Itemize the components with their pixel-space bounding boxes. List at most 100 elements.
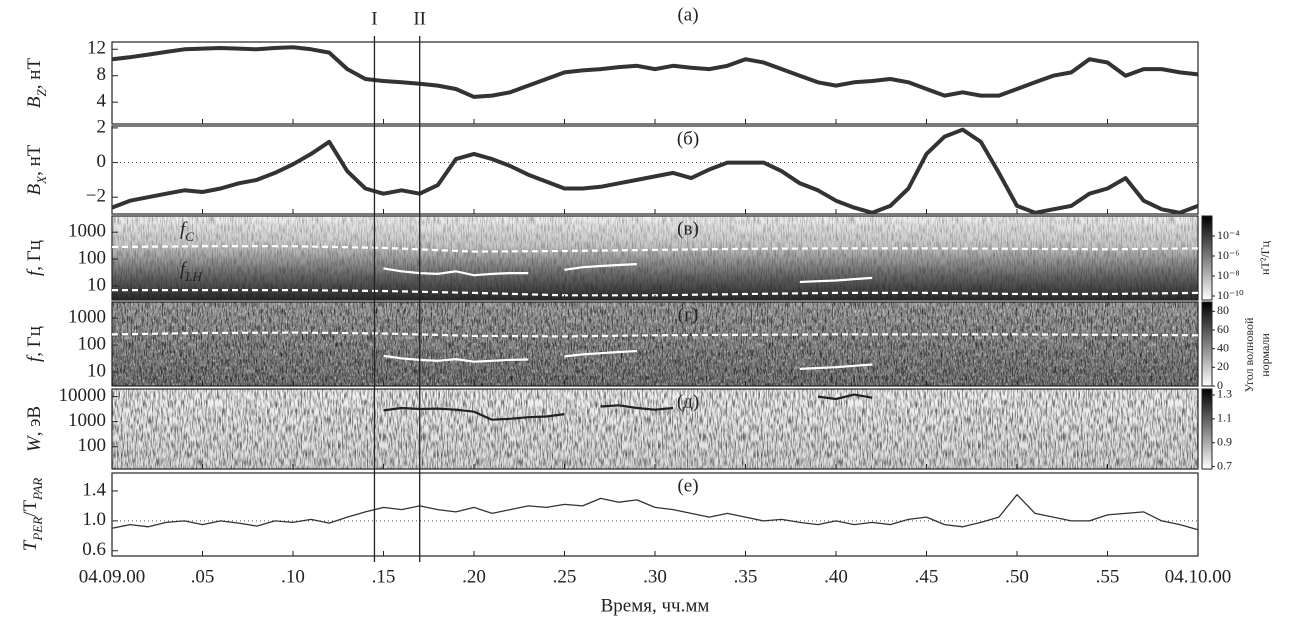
- event-marker-label: II: [413, 8, 426, 29]
- panel-label: (б): [677, 128, 699, 149]
- y-tick-label: 1000: [68, 221, 106, 242]
- panel-frame: [111, 125, 1199, 215]
- y-axis-label-part: PAR: [30, 478, 45, 501]
- annotation-part: f: [180, 219, 188, 240]
- x-tick-label: .25: [553, 566, 577, 587]
- x-tick-label: .40: [824, 566, 848, 587]
- colorbar: [1201, 388, 1213, 470]
- colorbar-tick-label: 0.7: [1217, 458, 1232, 472]
- y-axis-label-part: /T: [20, 500, 41, 517]
- y-tick-label: 0.6: [82, 539, 106, 560]
- colorbar-tick-label: 10⁻⁸: [1217, 268, 1240, 282]
- y-axis-label: f, Гц: [24, 326, 45, 362]
- colorbar-tick-label: 40: [1217, 340, 1229, 354]
- data-line: [111, 245, 1199, 253]
- panel-label: (a): [677, 4, 698, 25]
- colorbar-tick-label: 1.1: [1217, 411, 1232, 425]
- y-axis-label: W, эВ: [24, 406, 45, 452]
- panel-label: (г): [678, 304, 698, 325]
- x-tick-label: .50: [1005, 566, 1029, 587]
- y-tick-label: 10: [87, 274, 106, 295]
- y-axis-label-part: f: [24, 268, 45, 276]
- y-tick-label: 1000: [68, 410, 106, 431]
- annotation: fLH: [180, 259, 203, 284]
- annotation-part: f: [180, 259, 188, 280]
- spectrogram-texture: [112, 216, 1198, 300]
- y-axis-label-part: Z: [34, 88, 49, 96]
- y-axis-label-part: X: [34, 175, 49, 185]
- y-tick-label: 8: [97, 64, 107, 85]
- panel-frame: [111, 472, 1199, 557]
- x-tick-label: .45: [915, 566, 939, 587]
- colorbar-tick-label: 1.3: [1217, 387, 1232, 401]
- y-axis-label-part: B: [24, 96, 45, 108]
- x-tick-label: .35: [734, 566, 758, 587]
- y-axis-label-part: , Гц: [24, 326, 45, 357]
- annotation-part: C: [185, 229, 194, 244]
- colorbar-label: Угол волновой: [1242, 317, 1256, 392]
- x-axis-label: Время, чч.мм: [601, 595, 710, 616]
- colorbar-tick-label: 10⁻⁶: [1217, 248, 1240, 262]
- x-tick-label: 04.10.00: [1165, 566, 1232, 587]
- data-line: [111, 45, 1199, 99]
- colorbar-label: нТ²/Гц: [1258, 240, 1272, 275]
- panel-label: (в): [677, 218, 699, 239]
- y-axis-label-part: , эВ: [24, 406, 45, 436]
- y-tick-label: 10000: [59, 385, 107, 406]
- colorbar-label: нормали: [1258, 333, 1272, 377]
- data-line: [111, 127, 1199, 215]
- y-axis-label: TPER/TPAR: [20, 478, 45, 552]
- colorbar-tick-label: 0.9: [1217, 434, 1232, 448]
- y-axis-label-part: , нТ: [24, 144, 45, 176]
- spectrogram-texture: [112, 302, 1198, 386]
- y-axis-label: BX, нТ: [24, 144, 49, 195]
- x-tick-label: .30: [643, 566, 667, 587]
- colorbar-tick-label: 80: [1217, 303, 1229, 317]
- y-axis-label: BZ, нТ: [24, 58, 49, 109]
- colorbar-tick-label: 20: [1217, 359, 1229, 373]
- y-axis-label-part: f: [24, 354, 45, 362]
- colorbar-tick-label: 10⁻⁴: [1217, 228, 1240, 242]
- y-tick-label: 1000: [68, 307, 106, 328]
- x-tick-label: .55: [1096, 566, 1120, 587]
- x-tick-label: .10: [281, 566, 305, 587]
- y-axis-label-part: T: [20, 539, 41, 551]
- y-axis-label-part: B: [24, 183, 45, 195]
- y-axis-label-part: , Гц: [24, 240, 45, 271]
- x-tick-label: .05: [191, 566, 215, 587]
- y-tick-label: 1.0: [82, 509, 106, 530]
- x-tick-label: .15: [372, 566, 396, 587]
- annotation: fC: [180, 219, 194, 244]
- y-axis-label-part: , нТ: [24, 58, 45, 90]
- y-tick-label: 12: [87, 38, 106, 59]
- data-line: [111, 494, 1199, 531]
- y-axis-label-part: PER: [30, 517, 45, 542]
- y-tick-label: 100: [78, 247, 107, 268]
- y-axis-label: f, Гц: [24, 240, 45, 276]
- colorbar-tick-label: 10⁻¹⁰: [1217, 288, 1244, 302]
- x-tick-label: .20: [462, 566, 486, 587]
- annotation-part: LH: [184, 269, 202, 284]
- data-line: [383, 393, 873, 421]
- y-tick-label: 100: [78, 333, 107, 354]
- y-tick-label: 4: [97, 91, 107, 112]
- colorbar-tick-label: 60: [1217, 322, 1229, 336]
- colorbar-tick-label: 0: [1217, 378, 1223, 392]
- y-tick-label: 100: [78, 435, 107, 456]
- colorbar: [1201, 215, 1213, 301]
- y-tick-label: 0: [97, 151, 107, 172]
- colorbar: [1201, 301, 1213, 387]
- x-tick-label: 04.09.00: [79, 566, 146, 587]
- y-tick-label: 2: [97, 116, 107, 137]
- y-tick-label: 1.4: [82, 479, 106, 500]
- y-tick-label: 10: [87, 360, 106, 381]
- panel-label: (е): [677, 475, 698, 496]
- y-tick-label: −2: [86, 186, 106, 207]
- spectrogram-texture: [112, 389, 1198, 469]
- y-axis-label-part: W: [24, 434, 45, 452]
- data-line: [383, 349, 873, 370]
- data-line: [111, 331, 1199, 338]
- panel-label: (д): [677, 391, 699, 412]
- event-marker-label: I: [371, 8, 377, 29]
